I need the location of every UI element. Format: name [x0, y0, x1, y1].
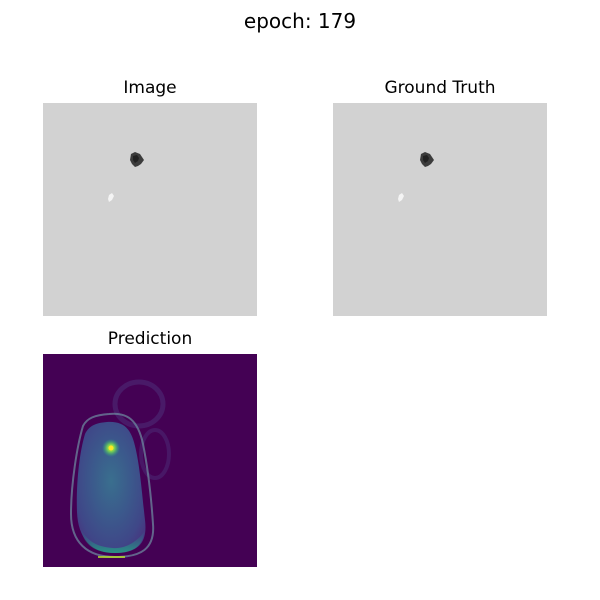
- prediction-hot-spot-core: [108, 445, 114, 451]
- image-panel-title: Image: [123, 78, 177, 98]
- prediction-panel-title: Prediction: [107, 329, 193, 349]
- prediction-outer-outline: [69, 412, 155, 559]
- figure-suptitle: epoch: 179: [243, 9, 357, 33]
- image-dark-blob-core: [133, 155, 139, 163]
- prediction-main-region: [76, 421, 146, 553]
- ground-truth-panel-graphic: [333, 103, 547, 316]
- prediction-panel: [43, 354, 257, 567]
- ground-truth-background: [333, 103, 547, 316]
- ground-truth-bright-spot: [398, 193, 404, 202]
- ground-truth-panel-title: Ground Truth: [384, 78, 496, 98]
- prediction-panel-graphic: [43, 354, 257, 567]
- ground-truth-dark-blob-core: [423, 155, 429, 163]
- prediction-side-ring: [139, 428, 171, 480]
- prediction-background: [43, 354, 257, 567]
- image-bright-spot: [108, 193, 114, 202]
- ground-truth-panel: [333, 103, 547, 316]
- prediction-bottom-edge: [81, 529, 144, 553]
- image-background: [43, 103, 257, 316]
- image-panel-graphic: [43, 103, 257, 316]
- prediction-upper-ring: [112, 379, 166, 429]
- image-panel: [43, 103, 257, 316]
